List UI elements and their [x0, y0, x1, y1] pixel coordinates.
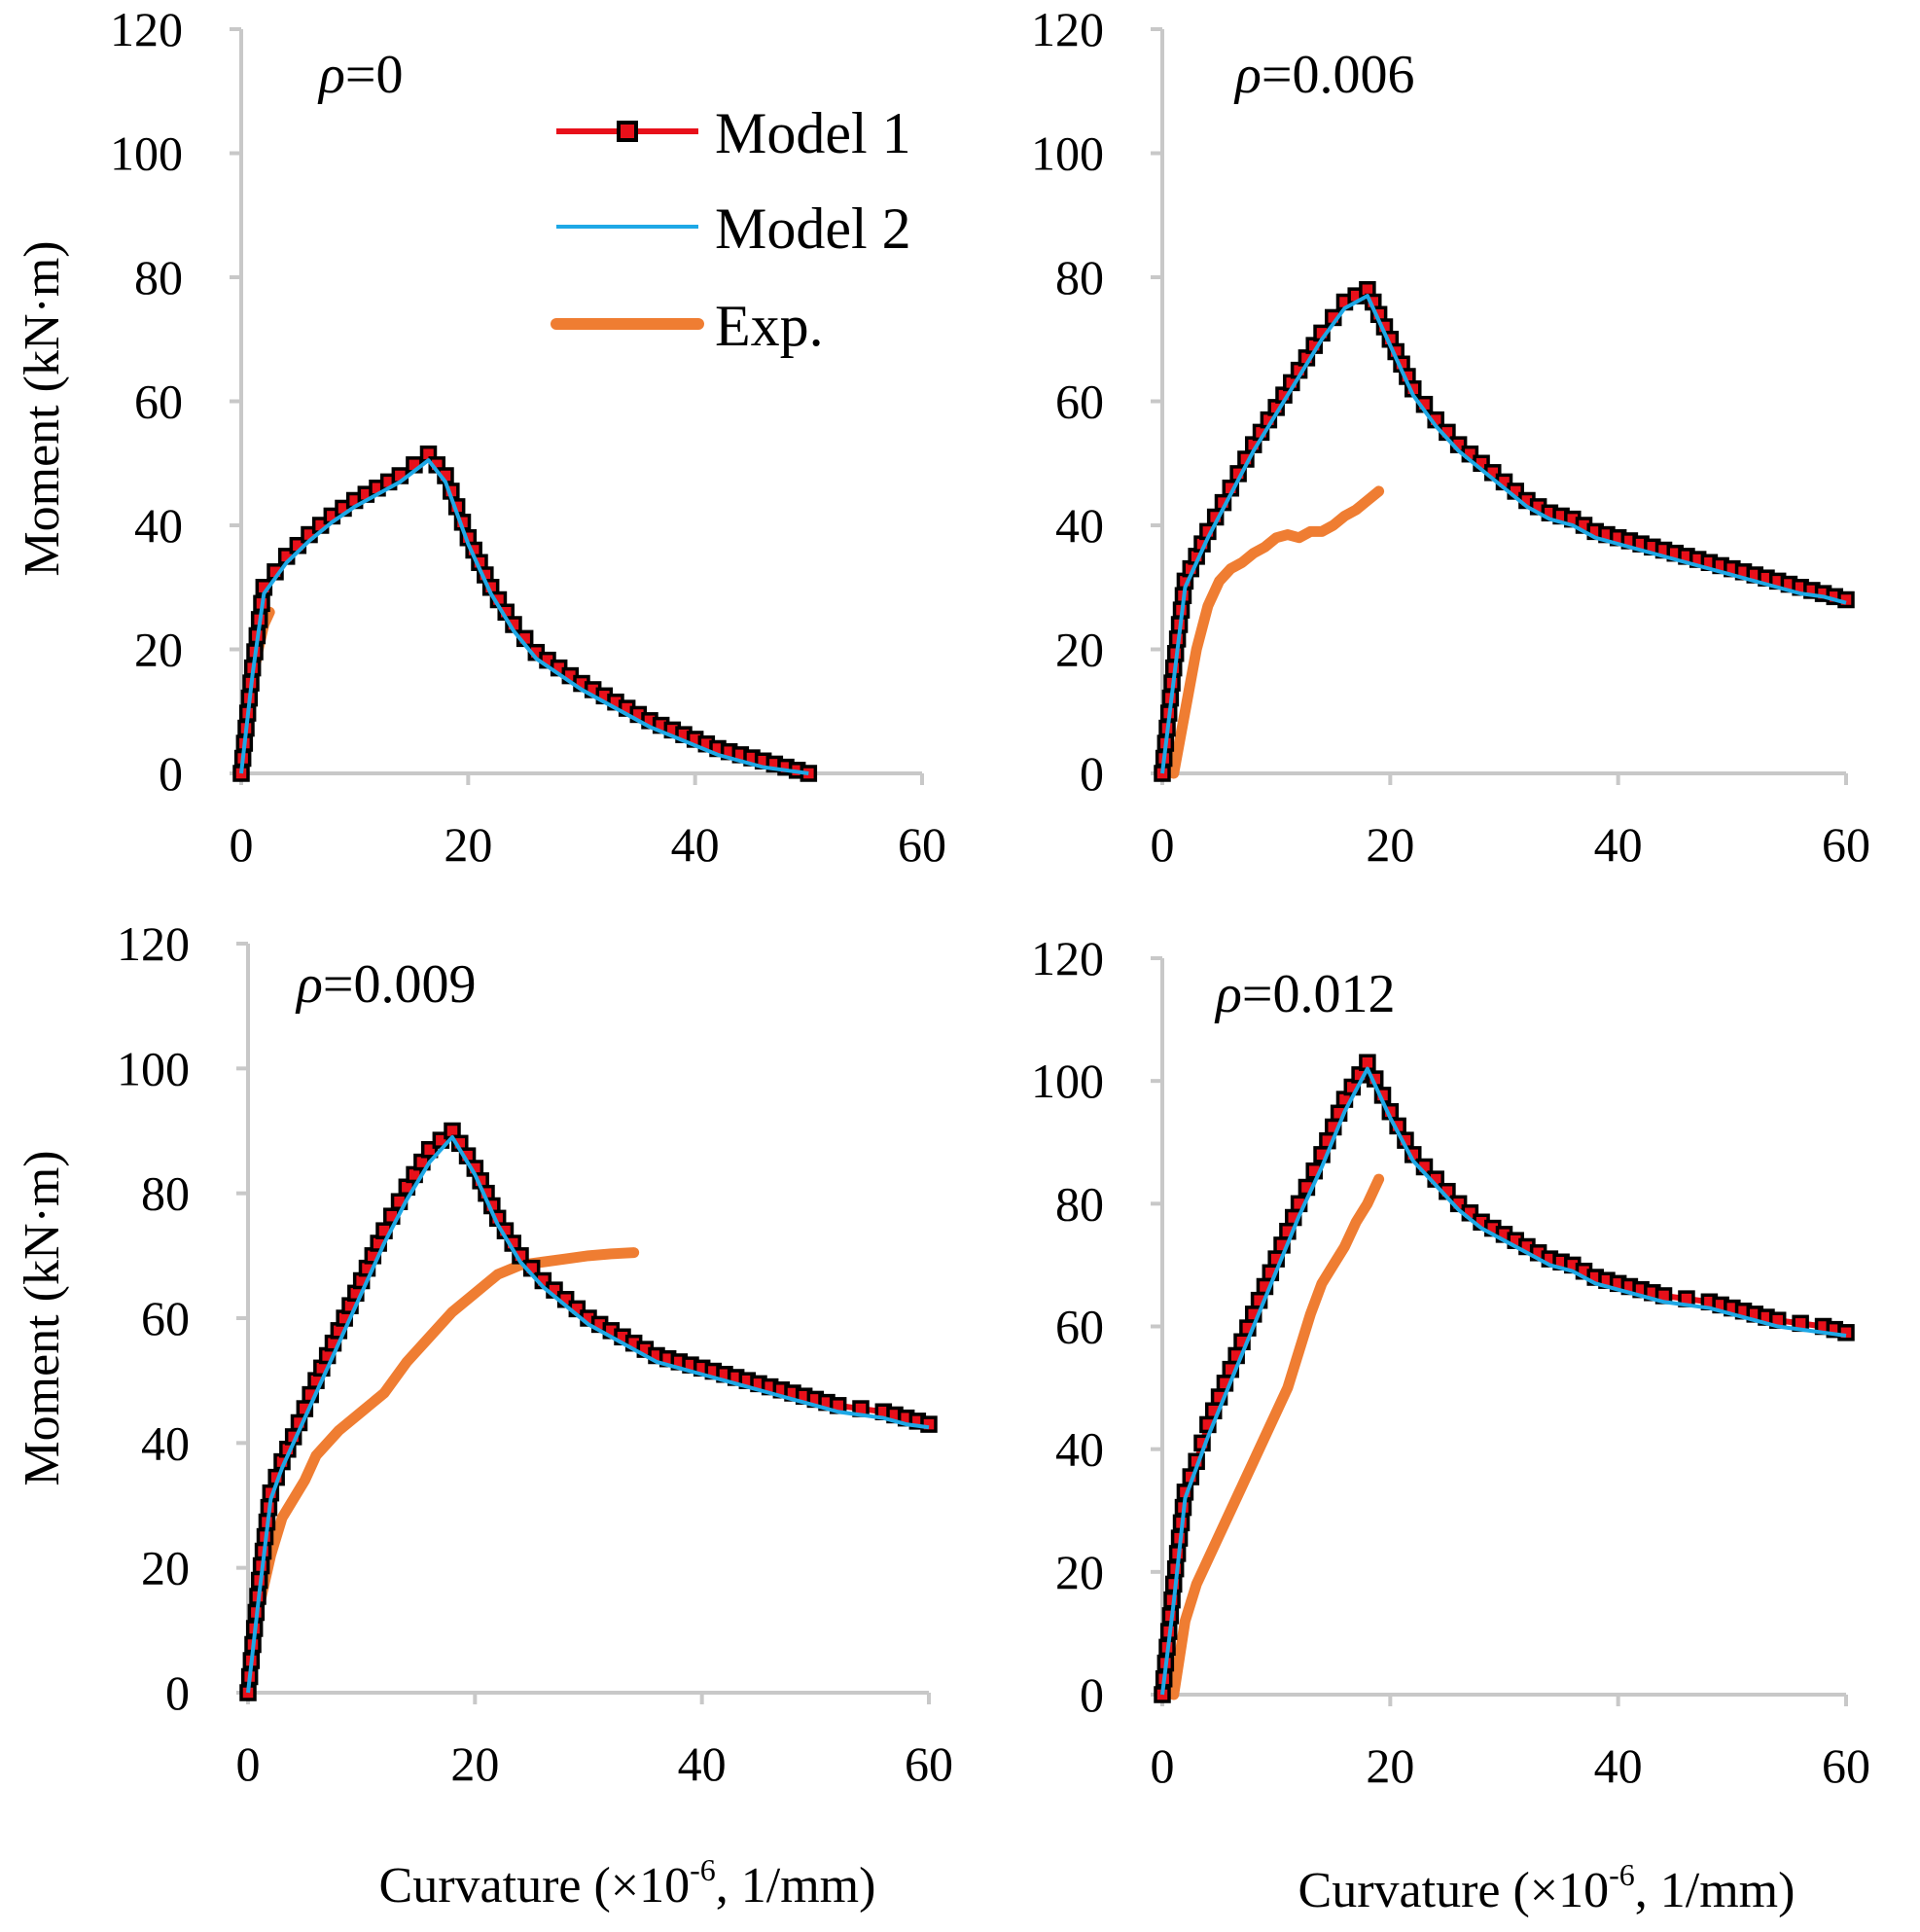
rho-annotation: ρ=0.006: [1233, 45, 1414, 105]
y-tick-label: 120: [117, 916, 190, 971]
series-model1-line: [241, 454, 808, 773]
x-tick-label: 20: [1366, 817, 1414, 872]
rho-symbol: ρ: [317, 45, 345, 105]
y-tick-label: 120: [1031, 2, 1104, 56]
y-tick-label: 0: [159, 746, 183, 801]
y-tick-label: 60: [1055, 375, 1104, 429]
y-tick-label: 20: [134, 623, 183, 677]
y-tick-label: 0: [165, 1665, 190, 1720]
x-tick-label: 20: [450, 1736, 499, 1791]
rho-annotation: ρ=0.012: [1214, 964, 1395, 1024]
series-model1-line: [1162, 1062, 1846, 1695]
x-axis-title-right-exp: -6: [1609, 1857, 1635, 1892]
legend-label-model2: Model 2: [715, 197, 911, 261]
series-model1-marker: [1839, 1326, 1853, 1340]
x-axis-title-right-tail: , 1/mm): [1635, 1863, 1796, 1918]
rho-value: =0.006: [1262, 45, 1415, 105]
y-tick-label: 100: [110, 126, 183, 181]
x-tick-label: 0: [1151, 1738, 1175, 1793]
x-tick-label: 60: [898, 817, 946, 872]
x-tick-label: 0: [230, 817, 254, 872]
x-tick-label: 0: [1151, 817, 1175, 872]
y-tick-label: 60: [141, 1291, 190, 1345]
rho-value: =0: [345, 45, 404, 105]
legend: Model 1 Model 2 Exp.: [556, 101, 911, 358]
x-axis-title-left-main: Curvature (×10: [379, 1858, 691, 1914]
series-model2-line: [1162, 296, 1846, 773]
x-tick-label: 40: [671, 817, 720, 872]
y-tick-label: 120: [1031, 931, 1104, 985]
x-tick-label: 40: [1594, 817, 1643, 872]
y-axis-title-top: Moment (kN·m): [15, 240, 70, 576]
y-tick-label: 60: [1055, 1300, 1104, 1354]
series-model1-line: [248, 1131, 929, 1694]
x-axis-title-left: Curvature (×10-6, 1/mm): [379, 1852, 876, 1914]
series-model2-line: [241, 460, 808, 773]
legend-swatch-model1-marker: [619, 123, 636, 140]
x-tick-label: 60: [1822, 1738, 1870, 1793]
x-axis-title-left-tail: , 1/mm): [716, 1858, 876, 1914]
y-tick-label: 40: [1055, 1422, 1104, 1477]
y-tick-label: 20: [1055, 1545, 1104, 1599]
x-tick-label: 0: [236, 1736, 261, 1791]
y-tick-label: 100: [1031, 1054, 1104, 1108]
x-tick-label: 20: [1366, 1738, 1414, 1793]
rho-symbol: ρ: [1214, 964, 1242, 1024]
x-axis-title-left-exp: -6: [690, 1852, 716, 1887]
x-tick-label: 40: [678, 1736, 727, 1791]
series-model1-marker: [922, 1417, 936, 1431]
series-exp-line: [248, 1253, 634, 1693]
x-tick-label: 20: [444, 817, 492, 872]
y-tick-label: 20: [141, 1541, 190, 1595]
y-tick-label: 40: [141, 1415, 190, 1470]
y-tick-label: 80: [1055, 250, 1104, 304]
x-tick-label: 60: [1822, 817, 1870, 872]
x-tick-label: 40: [1594, 1738, 1643, 1793]
rho-value: =0.009: [323, 954, 477, 1015]
y-tick-label: 60: [134, 375, 183, 429]
y-tick-label: 100: [1031, 126, 1104, 181]
y-tick-label: 100: [117, 1041, 190, 1095]
y-tick-label: 80: [141, 1166, 190, 1221]
y-tick-label: 80: [134, 250, 183, 304]
series-model2-line: [1162, 1069, 1846, 1695]
panel-bottom-right: 0 20 40 60 80 100 120 0 20 40 60 ρ=0.012: [1031, 931, 1870, 1793]
rho-symbol: ρ: [1233, 45, 1262, 105]
rho-symbol: ρ: [295, 954, 323, 1015]
y-tick-label: 0: [1080, 746, 1104, 801]
y-tick-label: 40: [134, 498, 183, 553]
panel-top-right: 0 20 40 60 80 100 120 0 20 40 60 ρ=0.006: [1031, 2, 1870, 872]
legend-label-model1: Model 1: [715, 101, 911, 165]
y-tick-label: 120: [110, 2, 183, 56]
x-axis-title-right-main: Curvature (×10: [1298, 1863, 1610, 1918]
series-model1-line: [1162, 290, 1846, 773]
y-tick-label: 80: [1055, 1176, 1104, 1231]
x-axis-title-right: Curvature (×10-6, 1/mm): [1298, 1857, 1796, 1918]
panel-bottom-left: 0 20 40 60 80 100 120 0 20 40 60 ρ=0.009: [117, 916, 953, 1791]
y-tick-label: 20: [1055, 623, 1104, 677]
rho-annotation: ρ=0.009: [295, 954, 476, 1015]
rho-value: =0.012: [1242, 964, 1396, 1024]
rho-annotation: ρ=0: [317, 45, 403, 105]
legend-label-exp: Exp.: [715, 294, 824, 358]
y-axis-title-bottom: Moment (kN·m): [15, 1150, 70, 1485]
x-tick-label: 60: [905, 1736, 953, 1791]
figure: 0204060801001200 20 40 60ρ=0 02040608010012…: [0, 0, 1920, 1932]
y-tick-label: 40: [1055, 498, 1104, 553]
y-tick-label: 0: [1080, 1667, 1104, 1722]
